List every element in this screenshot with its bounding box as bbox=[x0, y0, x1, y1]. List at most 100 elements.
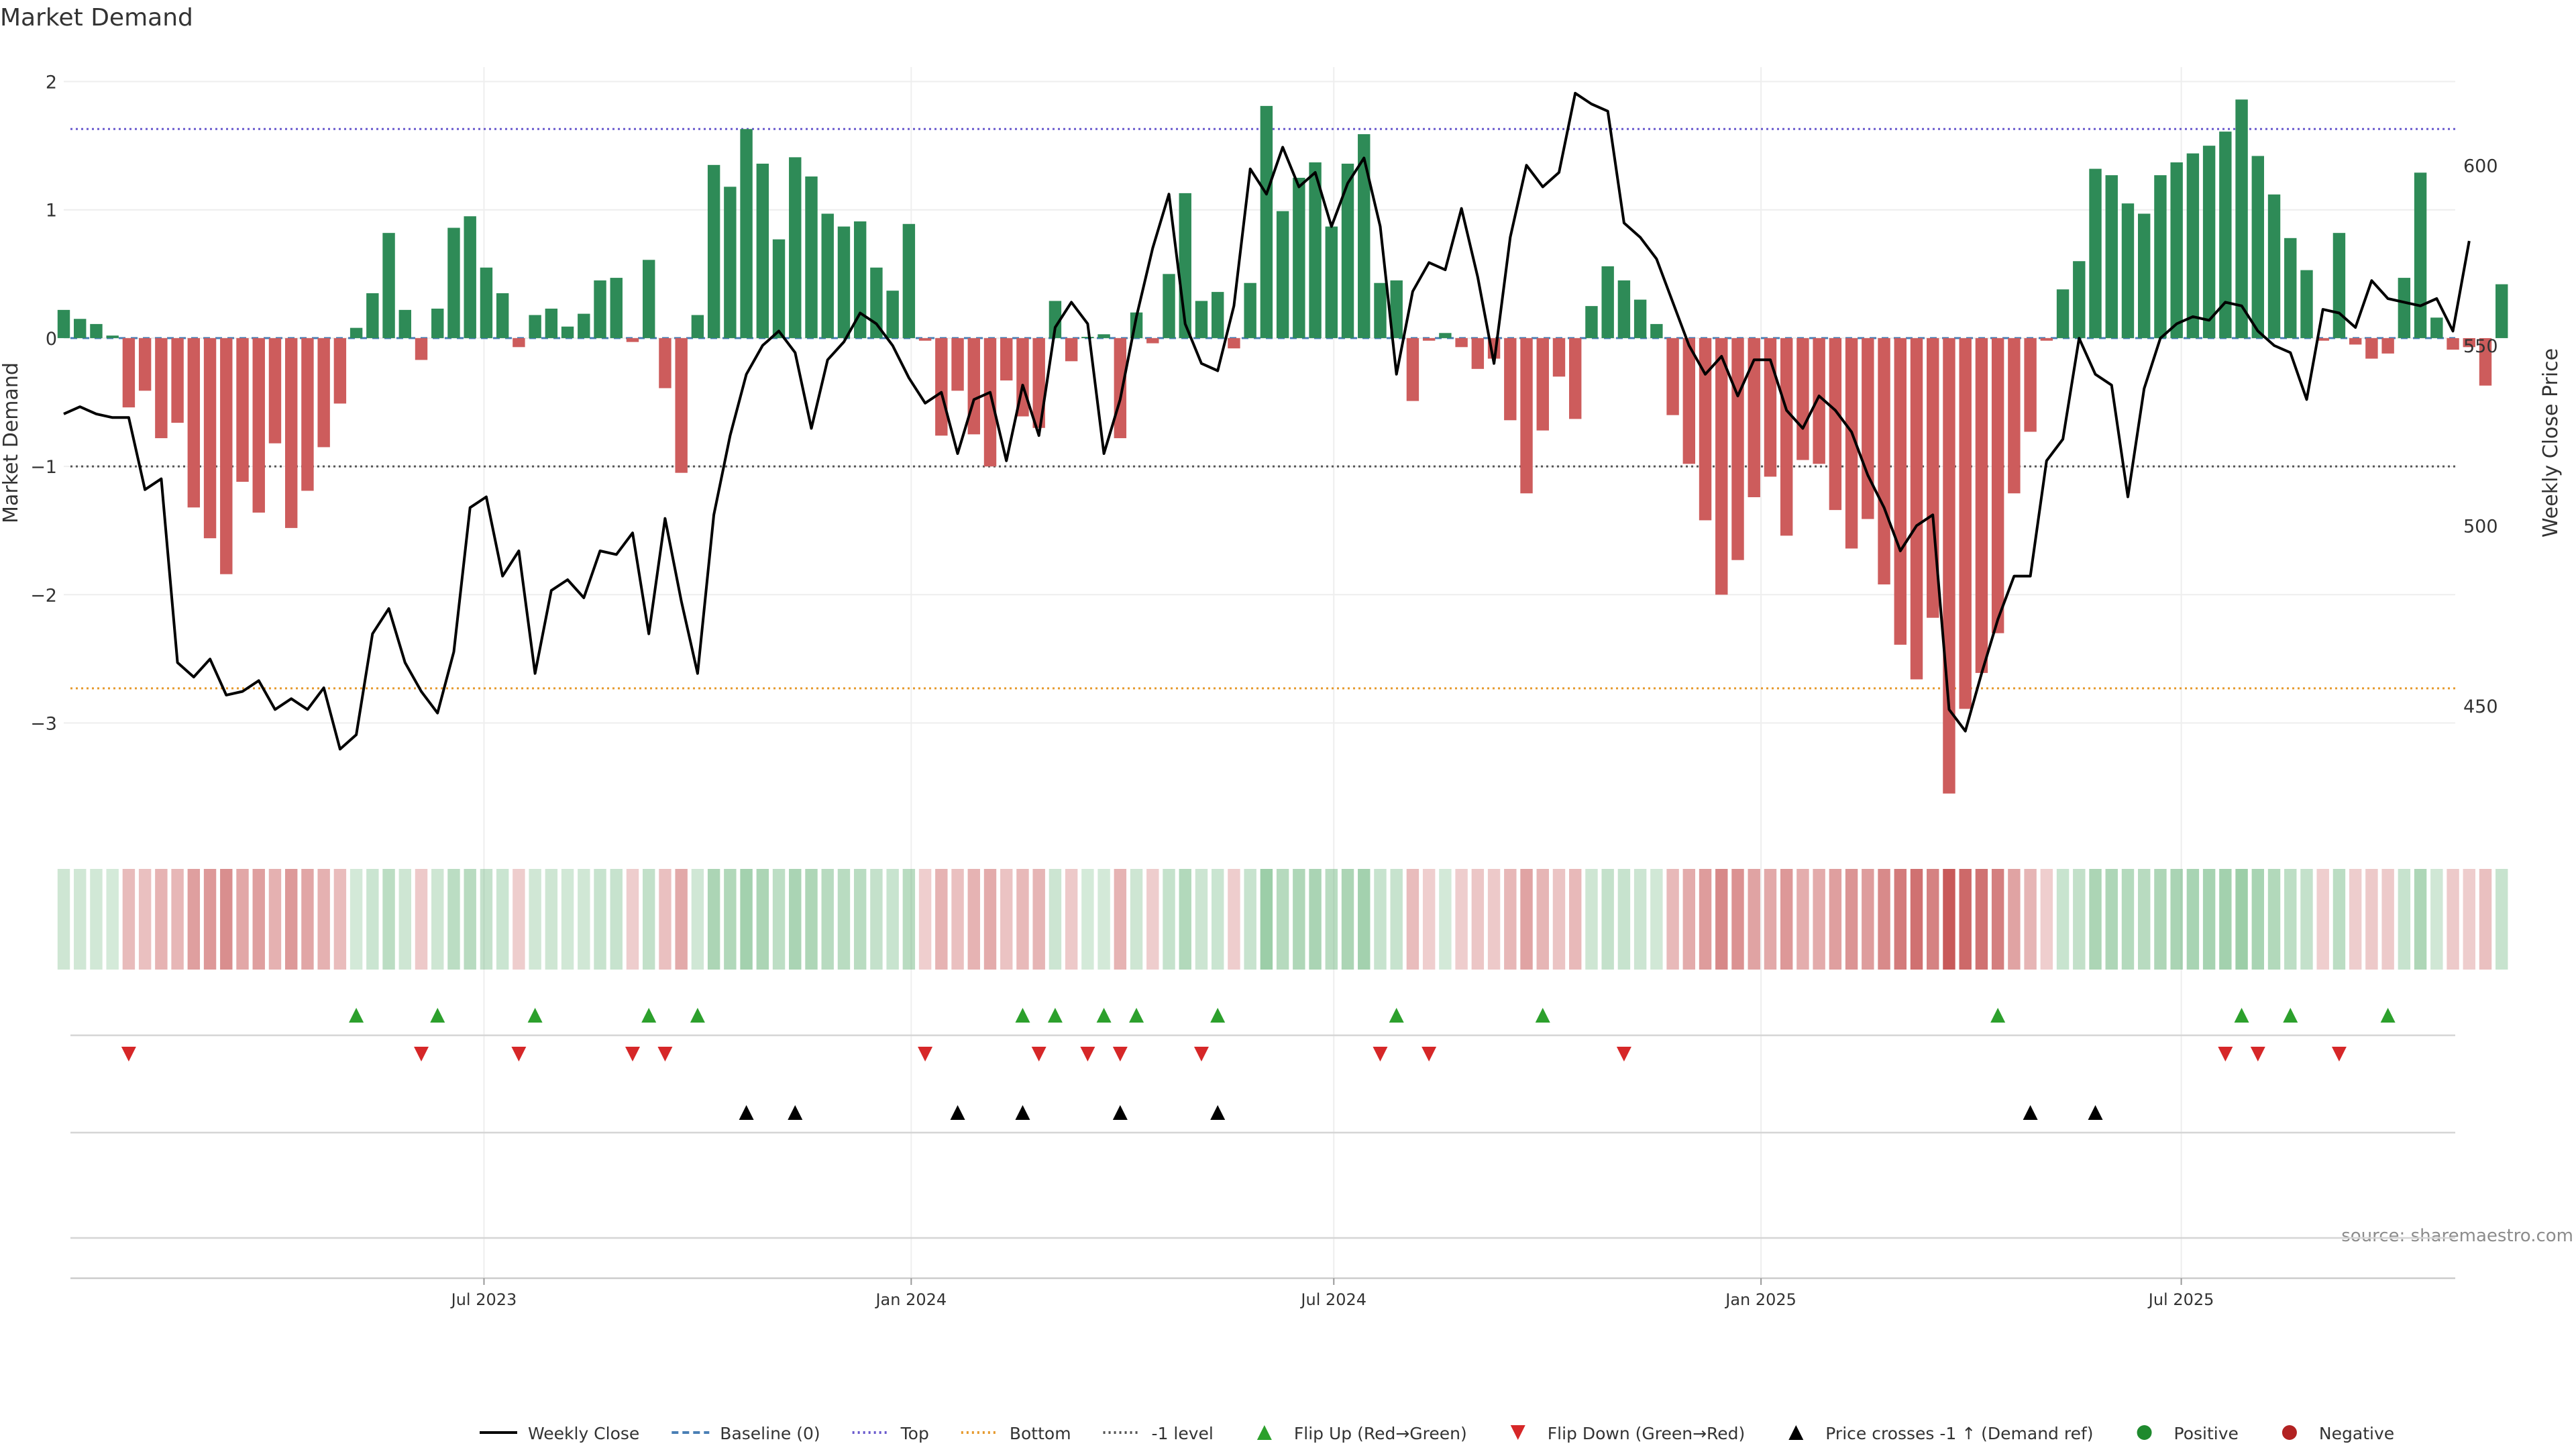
heat-cell bbox=[1097, 869, 1110, 970]
legend-label: Weekly Close bbox=[528, 1424, 639, 1443]
flip-up-marker bbox=[1535, 1008, 1550, 1023]
demand-bar-positive bbox=[464, 216, 476, 338]
demand-bar-positive bbox=[1374, 282, 1387, 338]
legend-label: Negative bbox=[2319, 1424, 2394, 1443]
heat-cell bbox=[203, 869, 217, 970]
demand-bar-positive bbox=[480, 267, 493, 338]
demand-bar-positive bbox=[90, 323, 103, 338]
flip-up-marker bbox=[2283, 1008, 2298, 1023]
price-cross-marker bbox=[1210, 1105, 1226, 1120]
demand-bar-negative bbox=[415, 338, 428, 360]
demand-bar-negative bbox=[301, 338, 314, 491]
heat-cell bbox=[1016, 869, 1029, 970]
demand-bar-negative bbox=[1878, 338, 1890, 585]
legend-item: Top bbox=[852, 1424, 929, 1443]
demand-bar-negative bbox=[1780, 338, 1793, 536]
heat-cell bbox=[57, 869, 70, 970]
demand-bar-negative bbox=[138, 338, 152, 391]
demand-bar-positive bbox=[561, 326, 574, 338]
heat-cell bbox=[382, 869, 395, 970]
heat-cell bbox=[2398, 869, 2411, 970]
legend-item: Baseline (0) bbox=[672, 1424, 820, 1443]
demand-bar-positive bbox=[1276, 211, 1289, 338]
heat-cell bbox=[545, 869, 558, 970]
heat-cell bbox=[1195, 869, 1208, 970]
heat-cell bbox=[1764, 869, 1777, 970]
demand-bar-negative bbox=[2008, 338, 2021, 494]
heat-cell bbox=[2219, 869, 2232, 970]
demand-bar-positive bbox=[1163, 274, 1175, 338]
heat-cell bbox=[1650, 869, 1663, 970]
demand-bar-positive bbox=[643, 260, 655, 338]
left-axis-label: Market Demand bbox=[0, 362, 23, 523]
legend-label: Top bbox=[900, 1424, 929, 1443]
heat-cell bbox=[1439, 869, 1452, 970]
demand-bar-positive bbox=[1601, 266, 1614, 338]
demand-bar-positive bbox=[2398, 278, 2411, 338]
demand-bar-negative bbox=[1114, 338, 1127, 439]
flip-up-marker bbox=[1015, 1008, 1030, 1023]
heat-cell bbox=[2056, 869, 2070, 970]
demand-bar-positive bbox=[2154, 175, 2167, 338]
demand-bar-negative bbox=[1975, 338, 1988, 673]
demand-bar-negative bbox=[1422, 338, 1436, 341]
demand-bar-positive bbox=[2056, 289, 2070, 338]
event-markers bbox=[121, 1008, 2396, 1120]
flip-down-marker bbox=[414, 1047, 429, 1061]
demand-bar-negative bbox=[967, 338, 980, 435]
legend-label: Bottom bbox=[1010, 1424, 1071, 1443]
flip-up-marker bbox=[527, 1008, 543, 1023]
heat-cell bbox=[236, 869, 249, 970]
demand-bar-positive bbox=[1195, 301, 1208, 338]
demand-bar-negative bbox=[203, 338, 217, 539]
heat-cell bbox=[1325, 869, 1338, 970]
heat-cell bbox=[447, 869, 460, 970]
heat-cell bbox=[1520, 869, 1533, 970]
heat-cell bbox=[1130, 869, 1143, 970]
demand-bar-negative bbox=[2349, 338, 2362, 345]
flip-down-marker bbox=[1080, 1047, 1095, 1061]
heat-cell bbox=[1699, 869, 1712, 970]
flip-up-marker bbox=[1096, 1008, 1112, 1023]
demand-bar-positive bbox=[382, 233, 395, 338]
heat-cell bbox=[1829, 869, 1842, 970]
demand-bars bbox=[57, 99, 2508, 794]
heat-cell bbox=[2447, 869, 2459, 970]
flip-down-marker bbox=[511, 1047, 527, 1061]
demand-bar-negative bbox=[236, 338, 249, 482]
heat-cell bbox=[1049, 869, 1062, 970]
left-tick-label: 2 bbox=[46, 72, 57, 93]
heat-cell bbox=[837, 869, 851, 970]
flip-up-marker bbox=[1990, 1008, 2006, 1023]
price-layer bbox=[63, 91, 2471, 751]
legend: Weekly Close Baseline (0) Top Bottom -1 leve… bbox=[480, 1424, 2394, 1443]
heat-cell bbox=[2154, 869, 2167, 970]
demand-bar-negative bbox=[220, 338, 233, 574]
legend-label: Baseline (0) bbox=[720, 1424, 820, 1443]
heat-cell bbox=[398, 869, 411, 970]
heat-cell bbox=[561, 869, 574, 970]
demand-bar-positive bbox=[837, 226, 851, 338]
flip-up-marker bbox=[641, 1008, 657, 1023]
heat-cell bbox=[1813, 869, 1825, 970]
heat-cell bbox=[1536, 869, 1549, 970]
demand-bar-negative bbox=[1813, 338, 1825, 464]
legend-item: Weekly Close bbox=[480, 1424, 639, 1443]
demand-bar-negative bbox=[983, 338, 997, 467]
heat-cell bbox=[2186, 869, 2200, 970]
flip-down-marker bbox=[657, 1047, 673, 1061]
x-tick-label: Jul 2025 bbox=[2147, 1290, 2214, 1309]
demand-bar-negative bbox=[2365, 338, 2378, 359]
demand-bar-negative bbox=[1406, 338, 1419, 401]
heat-cell bbox=[2381, 869, 2394, 970]
demand-bar-negative bbox=[951, 338, 964, 391]
demand-bar-positive bbox=[1081, 337, 1094, 338]
heat-cell bbox=[1504, 869, 1517, 970]
demand-bar-negative bbox=[1845, 338, 1858, 549]
demand-bar-negative bbox=[2447, 338, 2459, 350]
heat-cell bbox=[1228, 869, 1240, 970]
demand-bar-negative bbox=[2024, 338, 2037, 432]
right-tick-label: 600 bbox=[2463, 156, 2498, 176]
heat-cell bbox=[1845, 869, 1858, 970]
